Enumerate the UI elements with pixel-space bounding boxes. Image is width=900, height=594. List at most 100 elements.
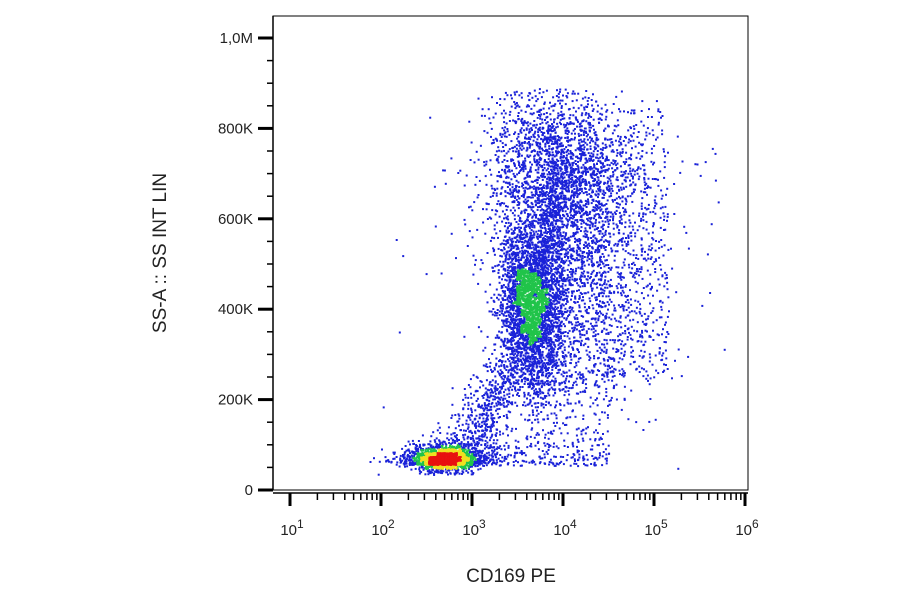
event-dot [561,364,564,367]
event-dot [540,224,542,227]
event-dot [578,278,581,281]
event-dot [551,126,554,128]
event-dot [517,214,520,217]
event-dot [640,237,643,240]
event-dot [578,182,581,185]
event-dot [652,339,655,341]
event-dot [567,188,570,191]
event-dot [687,355,690,358]
event-dot [514,131,517,134]
event-dot [597,317,600,320]
event-dot [567,131,570,133]
event-dot [482,364,485,367]
event-dot [578,148,581,151]
event-dot [677,467,680,470]
event-dot [511,427,514,430]
event-dot [558,358,561,361]
event-dot [468,430,471,433]
event-dot [609,331,612,334]
event-dot [495,447,498,450]
event-dot [585,235,588,238]
event-dot [427,443,430,446]
event-dot [500,338,503,341]
event-dot [467,423,470,426]
event-dot [599,362,602,365]
event-dot [594,439,597,442]
event-dot [640,217,643,220]
event-dot [505,405,508,408]
event-dot [493,187,496,190]
event-dot [533,150,536,153]
event-dot [479,144,482,147]
event-dot [507,241,510,244]
event-dot [576,164,579,167]
event-dot [503,394,506,397]
event-dot [588,126,591,129]
event-dot [568,279,571,281]
event-dot [596,176,599,179]
event-dot [593,365,596,368]
event-dot [601,213,604,216]
event-dot [500,284,503,287]
event-dot [649,336,652,338]
event-dot [565,318,568,321]
event-dot [565,295,568,297]
event-dot [594,237,597,240]
event-dot [606,430,609,433]
event-dot [514,451,517,454]
event-dot [600,202,603,205]
event-dot [513,101,516,103]
event-dot [660,316,663,319]
event-dot [607,280,610,283]
event-dot [576,449,579,452]
event-dot [642,344,645,347]
event-dot [490,435,493,438]
event-dot [624,332,627,335]
event-dot [627,141,630,144]
event-dot [562,123,565,126]
event-dot [577,202,580,205]
event-dot [579,333,582,336]
event-dot [382,406,385,409]
event-dot [592,457,595,460]
event-dot [534,188,537,191]
event-dot [646,317,649,320]
event-dot [554,103,557,106]
event-dot [604,279,607,282]
event-dot [638,225,641,228]
event-dot [485,420,488,422]
event-dot [486,418,489,421]
event-dot [531,223,534,226]
event-dot [533,460,536,463]
event-dot [640,207,643,210]
event-dot [518,190,521,193]
event-dot [626,176,629,179]
event-dot [585,320,588,323]
event-dot [499,202,502,205]
event-dot [485,379,488,382]
event-dot [518,388,521,391]
event-dot [495,314,498,317]
event-dot [583,108,586,111]
event-dot [589,231,592,234]
event-dot [660,268,663,271]
event-dot [666,213,669,216]
event-dot [473,424,476,427]
event-dot [581,181,584,183]
event-dot [650,286,653,289]
event-dot [502,355,505,358]
event-dot [603,322,606,325]
event-dot [591,240,593,243]
event-dot [524,454,527,457]
event-dot [501,325,504,328]
event-dot [585,212,588,215]
event-dot [563,346,566,349]
event-dot [446,432,449,435]
event-dot [536,196,539,199]
event-dot [591,448,594,451]
event-dot [583,458,586,461]
event-dot [585,120,588,123]
event-dot [595,190,598,193]
event-dot [514,386,517,389]
event-dot [657,278,660,281]
